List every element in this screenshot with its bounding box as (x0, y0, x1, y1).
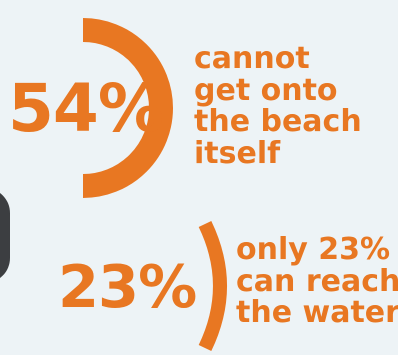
percentage-arc-23 (198, 220, 227, 352)
percentage-label-23: 23% (58, 252, 197, 321)
caption-line: the beach (194, 104, 362, 139)
caption-line: only 23% (236, 232, 391, 267)
percentage-arc-54 (82, 18, 173, 198)
caption-line: get onto (194, 72, 338, 108)
caption-54: cannot get onto the beach itself (194, 43, 362, 169)
caption-line: the water (236, 295, 398, 330)
percentage-label-54: 54% (8, 70, 164, 147)
caption-line: cannot (194, 41, 310, 76)
caption-line: can reach (236, 263, 398, 299)
caption-line: itself (194, 135, 281, 171)
caption-23: only 23% can reach the water (236, 234, 398, 329)
dark-background-shape (0, 188, 10, 283)
